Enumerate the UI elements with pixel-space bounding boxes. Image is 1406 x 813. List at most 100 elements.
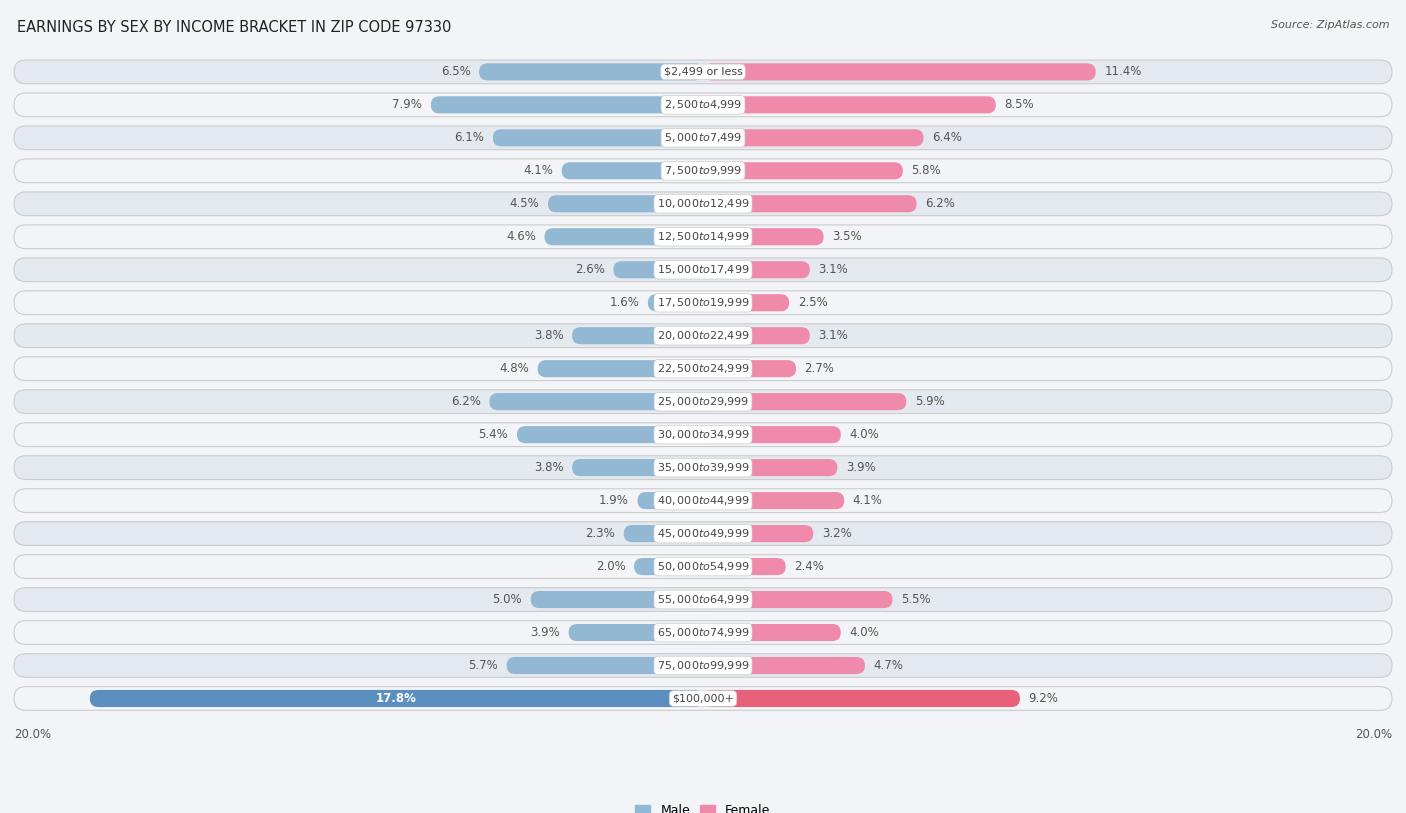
Text: 5.0%: 5.0% (492, 593, 522, 606)
FancyBboxPatch shape (14, 192, 1392, 215)
FancyBboxPatch shape (703, 327, 810, 344)
FancyBboxPatch shape (14, 588, 1392, 611)
FancyBboxPatch shape (703, 657, 865, 674)
Text: $2,500 to $4,999: $2,500 to $4,999 (664, 98, 742, 111)
Text: $65,000 to $74,999: $65,000 to $74,999 (657, 626, 749, 639)
Text: 5.9%: 5.9% (915, 395, 945, 408)
Text: 1.9%: 1.9% (599, 494, 628, 507)
Legend: Male, Female: Male, Female (630, 799, 776, 813)
Text: 3.1%: 3.1% (818, 329, 848, 342)
Text: 3.2%: 3.2% (823, 527, 852, 540)
FancyBboxPatch shape (506, 657, 703, 674)
FancyBboxPatch shape (648, 294, 703, 311)
Text: $30,000 to $34,999: $30,000 to $34,999 (657, 428, 749, 441)
Text: 4.0%: 4.0% (849, 428, 879, 441)
FancyBboxPatch shape (531, 591, 703, 608)
Text: 5.5%: 5.5% (901, 593, 931, 606)
FancyBboxPatch shape (479, 63, 703, 80)
Text: 4.8%: 4.8% (499, 362, 529, 375)
Text: $100,000+: $100,000+ (672, 693, 734, 703)
FancyBboxPatch shape (14, 93, 1392, 117)
FancyBboxPatch shape (703, 195, 917, 212)
FancyBboxPatch shape (14, 489, 1392, 512)
FancyBboxPatch shape (703, 459, 838, 476)
Text: 1.6%: 1.6% (609, 296, 640, 309)
Text: 3.1%: 3.1% (818, 263, 848, 276)
FancyBboxPatch shape (14, 60, 1392, 84)
Text: $40,000 to $44,999: $40,000 to $44,999 (657, 494, 749, 507)
Text: 20.0%: 20.0% (1355, 728, 1392, 741)
Text: 4.1%: 4.1% (853, 494, 883, 507)
FancyBboxPatch shape (14, 258, 1392, 281)
FancyBboxPatch shape (14, 324, 1392, 348)
FancyBboxPatch shape (562, 163, 703, 180)
FancyBboxPatch shape (703, 492, 844, 509)
Text: 5.4%: 5.4% (478, 428, 509, 441)
FancyBboxPatch shape (624, 525, 703, 542)
FancyBboxPatch shape (703, 525, 813, 542)
Text: 11.4%: 11.4% (1104, 65, 1142, 78)
FancyBboxPatch shape (703, 426, 841, 443)
FancyBboxPatch shape (703, 624, 841, 641)
FancyBboxPatch shape (568, 624, 703, 641)
Text: 3.8%: 3.8% (534, 461, 564, 474)
FancyBboxPatch shape (703, 261, 810, 278)
FancyBboxPatch shape (14, 687, 1392, 711)
FancyBboxPatch shape (703, 163, 903, 180)
FancyBboxPatch shape (14, 357, 1392, 380)
Text: $55,000 to $64,999: $55,000 to $64,999 (657, 593, 749, 606)
FancyBboxPatch shape (537, 360, 703, 377)
Text: 6.2%: 6.2% (451, 395, 481, 408)
FancyBboxPatch shape (703, 96, 995, 113)
Text: EARNINGS BY SEX BY INCOME BRACKET IN ZIP CODE 97330: EARNINGS BY SEX BY INCOME BRACKET IN ZIP… (17, 20, 451, 35)
Text: 2.6%: 2.6% (575, 263, 605, 276)
Text: 20.0%: 20.0% (14, 728, 51, 741)
Text: 9.2%: 9.2% (1029, 692, 1059, 705)
Text: $7,500 to $9,999: $7,500 to $9,999 (664, 164, 742, 177)
Text: 7.9%: 7.9% (392, 98, 422, 111)
FancyBboxPatch shape (572, 327, 703, 344)
FancyBboxPatch shape (703, 591, 893, 608)
FancyBboxPatch shape (703, 63, 1095, 80)
Text: $20,000 to $22,499: $20,000 to $22,499 (657, 329, 749, 342)
FancyBboxPatch shape (430, 96, 703, 113)
FancyBboxPatch shape (703, 129, 924, 146)
FancyBboxPatch shape (517, 426, 703, 443)
Text: 6.4%: 6.4% (932, 132, 962, 145)
Text: 3.9%: 3.9% (530, 626, 560, 639)
FancyBboxPatch shape (548, 195, 703, 212)
FancyBboxPatch shape (14, 554, 1392, 578)
FancyBboxPatch shape (703, 294, 789, 311)
FancyBboxPatch shape (703, 393, 907, 411)
FancyBboxPatch shape (634, 558, 703, 575)
Text: 3.9%: 3.9% (846, 461, 876, 474)
Text: 17.8%: 17.8% (375, 692, 416, 705)
FancyBboxPatch shape (14, 620, 1392, 645)
Text: 4.6%: 4.6% (506, 230, 536, 243)
Text: $75,000 to $99,999: $75,000 to $99,999 (657, 659, 749, 672)
FancyBboxPatch shape (494, 129, 703, 146)
Text: 6.2%: 6.2% (925, 198, 955, 211)
FancyBboxPatch shape (14, 291, 1392, 315)
Text: 5.7%: 5.7% (468, 659, 498, 672)
Text: 3.5%: 3.5% (832, 230, 862, 243)
FancyBboxPatch shape (703, 228, 824, 246)
FancyBboxPatch shape (703, 360, 796, 377)
Text: 8.5%: 8.5% (1004, 98, 1033, 111)
FancyBboxPatch shape (14, 522, 1392, 546)
Text: $25,000 to $29,999: $25,000 to $29,999 (657, 395, 749, 408)
FancyBboxPatch shape (544, 228, 703, 246)
Text: 4.0%: 4.0% (849, 626, 879, 639)
Text: $10,000 to $12,499: $10,000 to $12,499 (657, 198, 749, 211)
Text: Source: ZipAtlas.com: Source: ZipAtlas.com (1271, 20, 1389, 30)
Text: 4.7%: 4.7% (873, 659, 904, 672)
Text: $22,500 to $24,999: $22,500 to $24,999 (657, 362, 749, 375)
Text: 3.8%: 3.8% (534, 329, 564, 342)
Text: 6.1%: 6.1% (454, 132, 484, 145)
FancyBboxPatch shape (14, 456, 1392, 480)
Text: $45,000 to $49,999: $45,000 to $49,999 (657, 527, 749, 540)
FancyBboxPatch shape (703, 558, 786, 575)
FancyBboxPatch shape (572, 459, 703, 476)
Text: 4.1%: 4.1% (523, 164, 553, 177)
Text: $50,000 to $54,999: $50,000 to $54,999 (657, 560, 749, 573)
